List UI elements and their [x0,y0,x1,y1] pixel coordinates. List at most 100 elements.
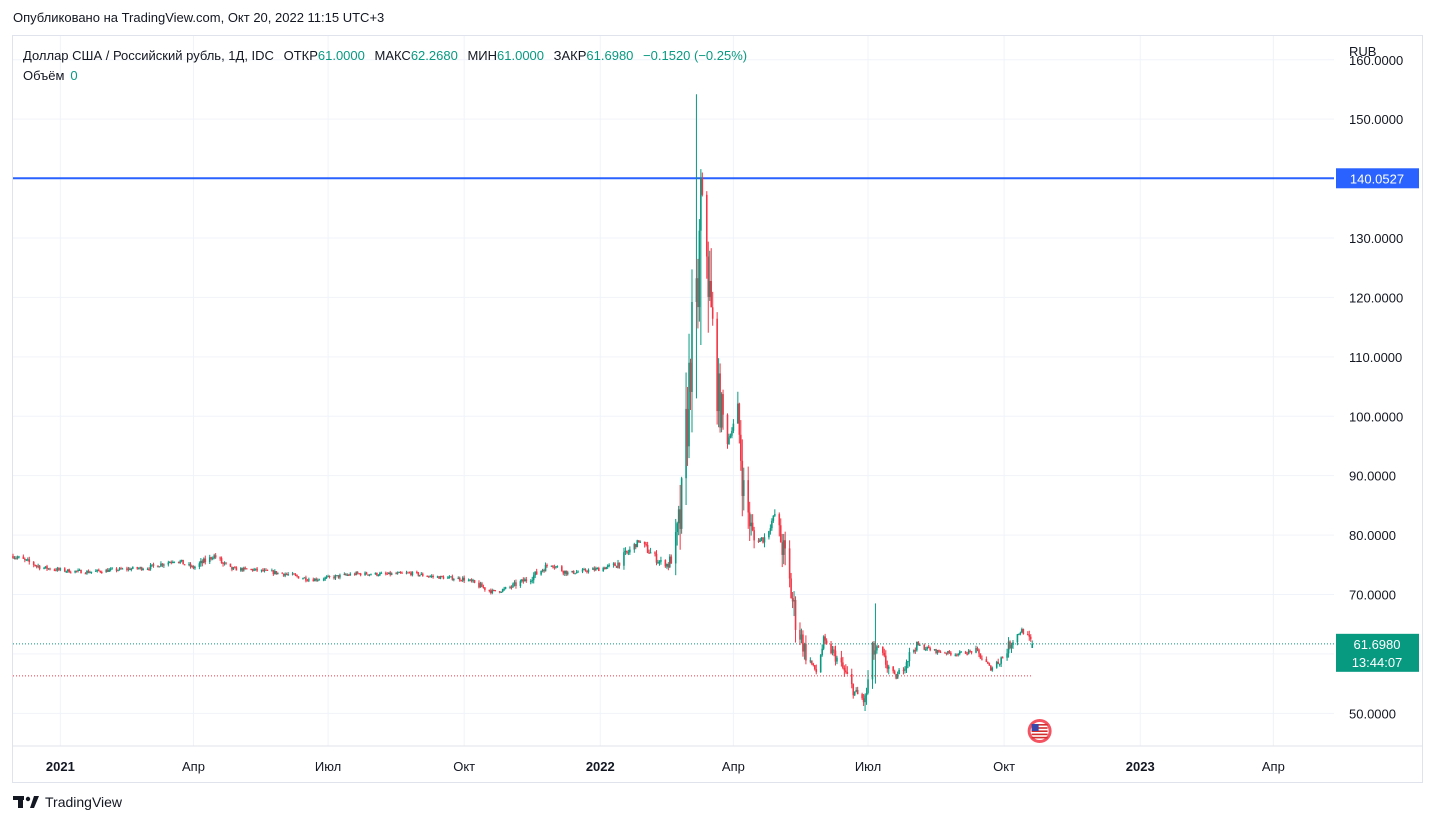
candle-body [763,537,766,543]
candle-body [142,569,144,571]
candle-body [322,579,325,581]
candle-body [470,579,473,582]
candle-body [408,572,411,574]
candle-body [379,573,381,576]
candle-body [779,525,782,543]
candle-body [111,568,113,570]
x-tick-label: Окт [993,759,1015,774]
candle-body [232,567,235,570]
tradingview-brand: TradingView [45,794,123,810]
close-label: ЗАКР [553,48,587,63]
high-value: 62.2680 [410,48,458,63]
candle-body [472,580,474,582]
candle-body [376,572,378,576]
candle-body [265,569,267,571]
candle-body [129,568,131,570]
candle-body [59,568,62,570]
candle-body [46,566,48,569]
candle-body [149,565,152,570]
candle-body [884,655,887,665]
candle-body [1006,653,1008,658]
candle-body [324,577,326,580]
candle-body [830,643,832,654]
candle-body [429,576,431,578]
candle-body [191,566,193,568]
candle-body [152,564,155,566]
candle-body [204,558,207,563]
tradingview-footer[interactable]: TradingView [13,794,122,810]
candle-body [626,550,628,553]
candles [12,94,1034,712]
candle-body [532,575,535,581]
y-tick-label: 80.0000 [1349,528,1396,543]
candle-body [850,673,853,685]
y-tick-label: 150.0000 [1349,112,1403,127]
flag-stripe [1031,736,1048,739]
candle-body [813,665,816,670]
candle-body [633,544,636,550]
candle-body [12,555,14,559]
candle-body [356,572,359,574]
candle-body [108,569,110,572]
candle-body [97,569,100,571]
open-label: ОТКР [283,48,318,63]
candle-body [242,567,245,571]
candle-body [784,540,786,549]
candle-body [251,569,254,571]
candle-body [274,571,276,575]
candle-body [895,674,897,679]
candle-body [876,646,878,651]
chart-frame[interactable] [12,35,1423,783]
candle-body [179,561,181,563]
candle-body [707,256,710,297]
candle-body [819,655,822,673]
candle-body [260,569,263,571]
candle-body [605,567,607,570]
candle-body [742,480,745,496]
candle-body [420,573,423,575]
candle-body [245,568,248,570]
candle-body [410,572,412,576]
candle-body [563,570,566,574]
candle-body [503,588,505,590]
candle-body [751,522,754,531]
candle-body [595,568,597,571]
candle-body [510,586,513,588]
candle-body [438,576,440,579]
candle-body [556,566,559,568]
candle-body [896,674,899,679]
candle-body [643,541,646,545]
candle-body [69,572,72,574]
candle-body [37,565,39,567]
candle-body [87,570,90,573]
candle-body [358,573,360,575]
candle-body [933,649,936,651]
volume-label[interactable]: Объём [23,68,65,83]
candle-body [28,559,31,562]
candle-body [200,560,202,564]
candle-body [291,573,294,575]
candle-body [285,574,288,576]
candle-body [667,563,670,568]
us-flag-icon[interactable] [1027,719,1052,743]
reference-lines [13,177,1334,677]
candle-body [929,648,931,651]
candle-body [799,629,801,640]
candle-body [121,568,124,570]
candle-body [658,561,661,563]
candle-body [234,567,236,569]
candle-body [565,570,568,575]
candle-body [367,574,369,576]
candle-body [803,643,806,652]
candle-body [240,568,242,571]
y-tick-label: 130.0000 [1349,231,1403,246]
symbol-title[interactable]: Доллар США / Российский рубль, 1Д, IDC [23,48,274,63]
candle-body [512,583,514,587]
candle-body [157,565,159,568]
candle-body [441,576,443,578]
candle-body [861,694,863,699]
candle-body [519,581,522,586]
candle-body [109,568,112,570]
candle-body [680,478,683,529]
